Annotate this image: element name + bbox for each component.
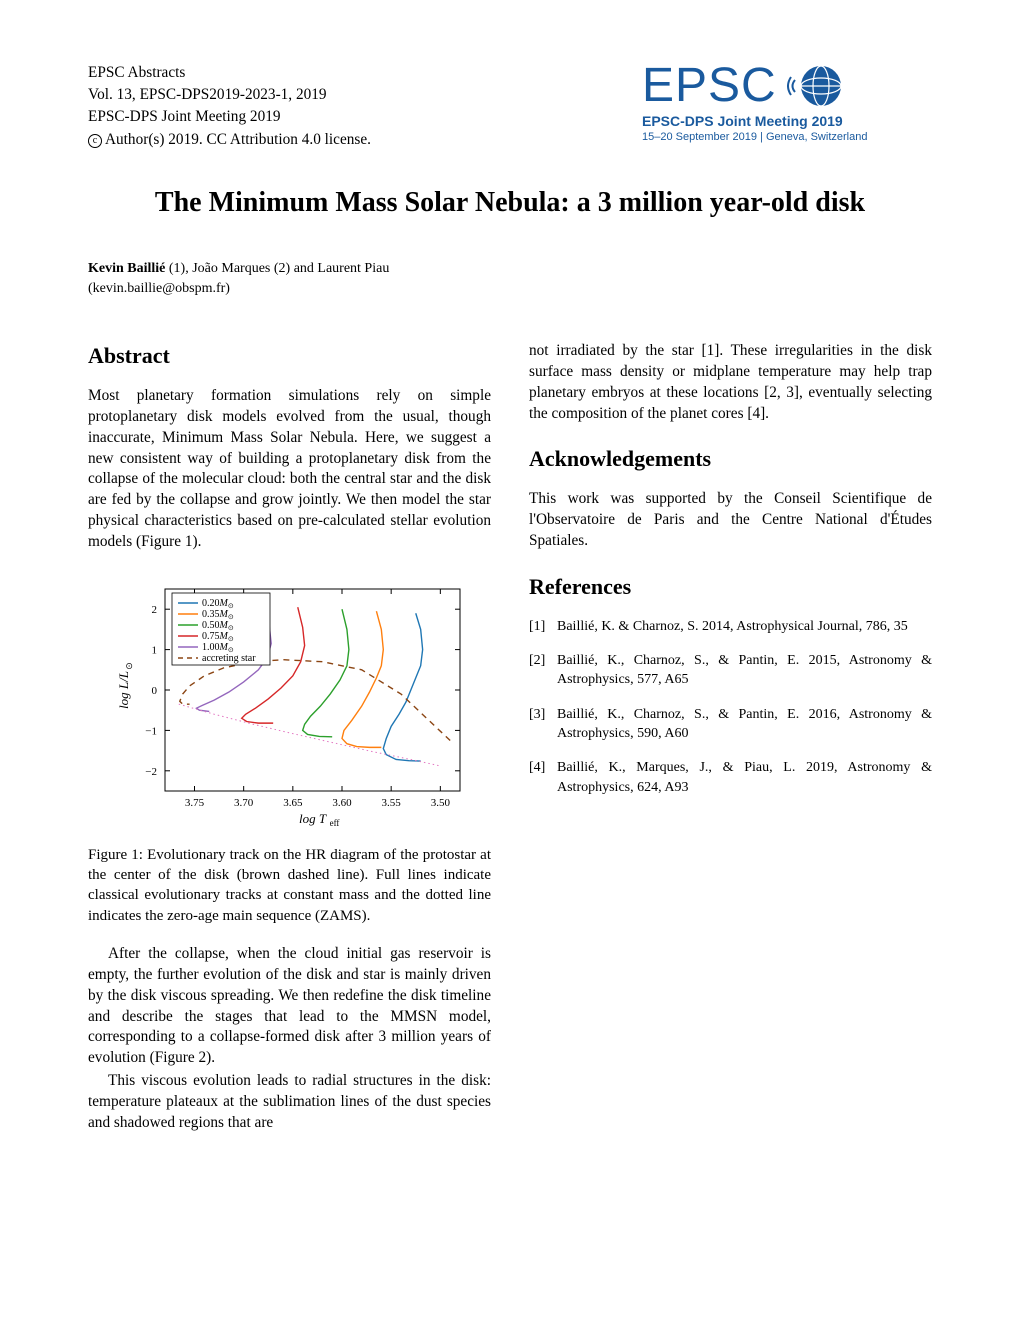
authors: Kevin Baillié (1), João Marques (2) and … <box>88 259 932 300</box>
svg-text:accreting star: accreting star <box>202 653 256 664</box>
copyright-icon: c <box>88 134 102 148</box>
meeting-line: EPSC-DPS Joint Meeting 2019 <box>88 106 371 128</box>
meeting-title: EPSC-DPS Joint Meeting 2019 <box>642 113 932 129</box>
abstracts-line: EPSC Abstracts <box>88 62 371 84</box>
header: EPSC Abstracts Vol. 13, EPSC-DPS2019-202… <box>88 62 932 151</box>
acknowledgements-heading: Acknowledgements <box>529 444 932 474</box>
svg-text:⊙: ⊙ <box>124 662 134 670</box>
svg-text:0: 0 <box>151 685 157 697</box>
author-email: (kevin.baillie@obspm.fr) <box>88 281 230 296</box>
right-column: not irradiated by the star [1]. These ir… <box>529 341 932 1135</box>
figure-1: 3.75 3.70 3.65 3.60 3.55 3.50 −2 −1 0 1 2 log Teff l… <box>88 577 491 927</box>
volume-line: Vol. 13, EPSC-DPS2019-2023-1, 2019 <box>88 84 371 106</box>
body-columns: Abstract Most planetary formation simula… <box>88 341 932 1135</box>
reference-item: Baillié, K., Charnoz, S., & Pantin, E. 2… <box>529 651 932 690</box>
acknowledgements-text: This work was supported by the Conseil S… <box>529 489 932 551</box>
svg-text:2: 2 <box>151 604 157 616</box>
hr-diagram-chart: 3.75 3.70 3.65 3.60 3.55 3.50 −2 −1 0 1 2 log Teff l… <box>110 577 470 827</box>
body-p3: not irradiated by the star [1]. These ir… <box>529 341 932 424</box>
svg-text:−2: −2 <box>145 765 157 777</box>
meeting-dates: 15–20 September 2019 | Geneva, Switzerla… <box>642 131 932 143</box>
references-heading: References <box>529 572 932 602</box>
license-line: c Author(s) 2019. CC Attribution 4.0 lic… <box>88 129 371 151</box>
svg-text:3.75: 3.75 <box>184 797 204 809</box>
svg-text:−1: −1 <box>145 725 157 737</box>
svg-text:eff: eff <box>329 818 339 827</box>
body-p1: After the collapse, when the cloud initi… <box>88 944 491 1069</box>
body-p2: This viscous evolution leads to radial s… <box>88 1071 491 1133</box>
references-list: Baillié, K. & Charnoz, S. 2014, Astrophy… <box>529 617 932 797</box>
abstract-text: Most planetary formation simulations rel… <box>88 386 491 552</box>
epsc-logo-text: EPSC <box>642 62 777 110</box>
svg-text:3.55: 3.55 <box>381 797 401 809</box>
reference-item: Baillié, K. & Charnoz, S. 2014, Astrophy… <box>529 617 932 636</box>
svg-text:3.70: 3.70 <box>234 797 254 809</box>
svg-text:log L/L: log L/L <box>116 671 131 709</box>
svg-text:1: 1 <box>151 644 157 656</box>
author-lead: Kevin Baillié <box>88 261 165 276</box>
figure-1-caption: Figure 1: Evolutionary track on the HR d… <box>88 845 491 927</box>
svg-text:3.50: 3.50 <box>430 797 450 809</box>
logo-block: EPSC EPSC-DPS Joint Meeting 2019 15–20 S… <box>642 62 932 143</box>
svg-text:3.60: 3.60 <box>332 797 352 809</box>
reference-item: Baillié, K., Charnoz, S., & Pantin, E. 2… <box>529 705 932 744</box>
svg-text:log T: log T <box>298 811 326 826</box>
page: EPSC Abstracts Vol. 13, EPSC-DPS2019-202… <box>0 0 1020 1320</box>
svg-text:3.65: 3.65 <box>283 797 303 809</box>
reference-item: Baillié, K., Marques, J., & Piau, L. 201… <box>529 758 932 797</box>
header-meta: EPSC Abstracts Vol. 13, EPSC-DPS2019-202… <box>88 62 371 151</box>
left-column: Abstract Most planetary formation simula… <box>88 341 491 1135</box>
globe-icon <box>787 62 843 110</box>
paper-title: The Minimum Mass Solar Nebula: a 3 milli… <box>88 187 932 219</box>
abstract-heading: Abstract <box>88 341 491 371</box>
